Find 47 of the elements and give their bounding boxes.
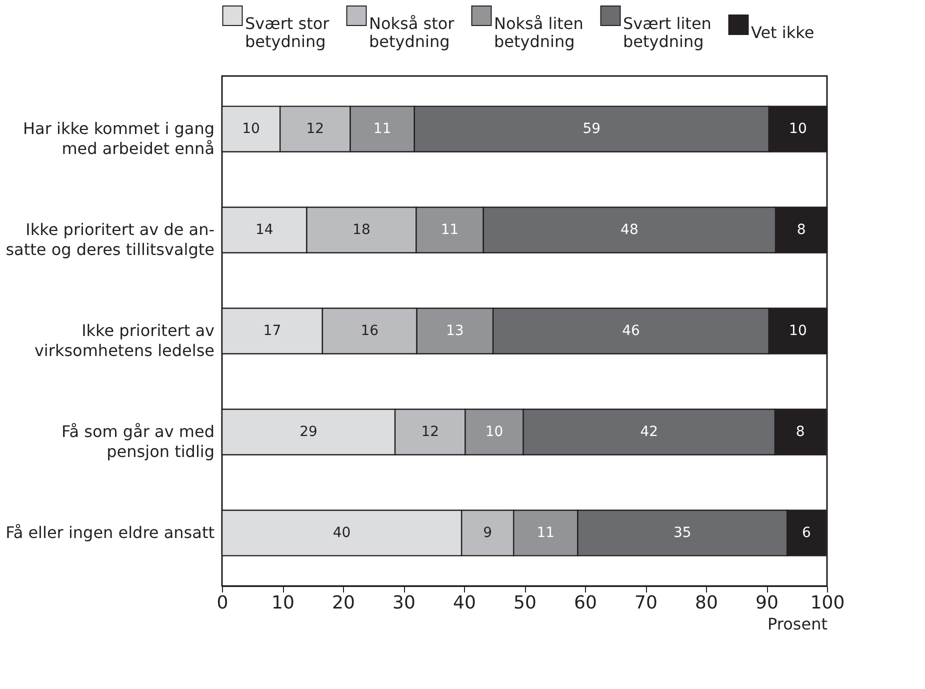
data-label: 40 [332,524,351,541]
data-label: 12 [421,424,440,440]
data-label: 29 [300,424,318,440]
x-tick-label: 70 [634,592,658,614]
data-label: 14 [255,222,274,238]
legend-label: Nokså stor betydning [369,14,455,51]
x-tick-label: 60 [574,592,597,614]
x-tick-label: 90 [756,592,778,614]
x-tick-label: 100 [810,592,845,614]
data-label: 18 [352,222,370,238]
x-tick-label: 10 [272,592,294,614]
data-label: 59 [582,121,601,138]
y-tick-label: Ikke prioritert av de an- satte og deres tillitsvalgte [6,220,214,260]
data-label: 35 [673,524,692,541]
x-tick-label: 0 [216,592,228,614]
data-label: 16 [360,323,379,339]
data-label: 46 [622,323,640,339]
x-axis-title: Prosent [768,614,828,634]
x-tick-label: 50 [514,592,536,614]
data-label: 8 [796,222,806,238]
data-label: 12 [306,121,324,138]
x-tick-label: 20 [332,592,355,614]
data-label: 10 [485,424,504,440]
y-tick-label: Ikke prioritert av virksomhetens ledelse [34,321,214,360]
x-tick-label: 40 [453,592,476,614]
data-label: 10 [789,323,807,339]
data-label: 10 [242,121,260,138]
x-tick-label: 30 [392,592,416,614]
data-label: 11 [440,222,459,238]
data-label: 6 [802,524,811,541]
data-label: 11 [373,121,392,138]
y-tick-label: Få eller ingen eldre ansatt [6,522,214,542]
legend-label: Svært stor betydning [245,14,330,51]
data-label: 13 [446,323,464,339]
data-label: 42 [640,424,658,440]
legend-label: Vet ikke [751,22,814,42]
x-tick-label: 80 [695,592,718,614]
legend-label: Nokså liten betydning [494,14,584,51]
data-label: 10 [789,121,807,138]
data-label: 17 [263,323,282,339]
data-label: 8 [796,424,805,440]
y-tick-label: Få som går av med pensjon tidlig [62,422,214,461]
data-label: 11 [536,524,555,541]
data-label: 48 [620,222,638,238]
data-label: 9 [483,524,492,541]
y-tick-label: Har ikke kommet i gang med arbeidet ennå [23,119,214,158]
legend-label: Svært liten betydning [623,14,712,51]
